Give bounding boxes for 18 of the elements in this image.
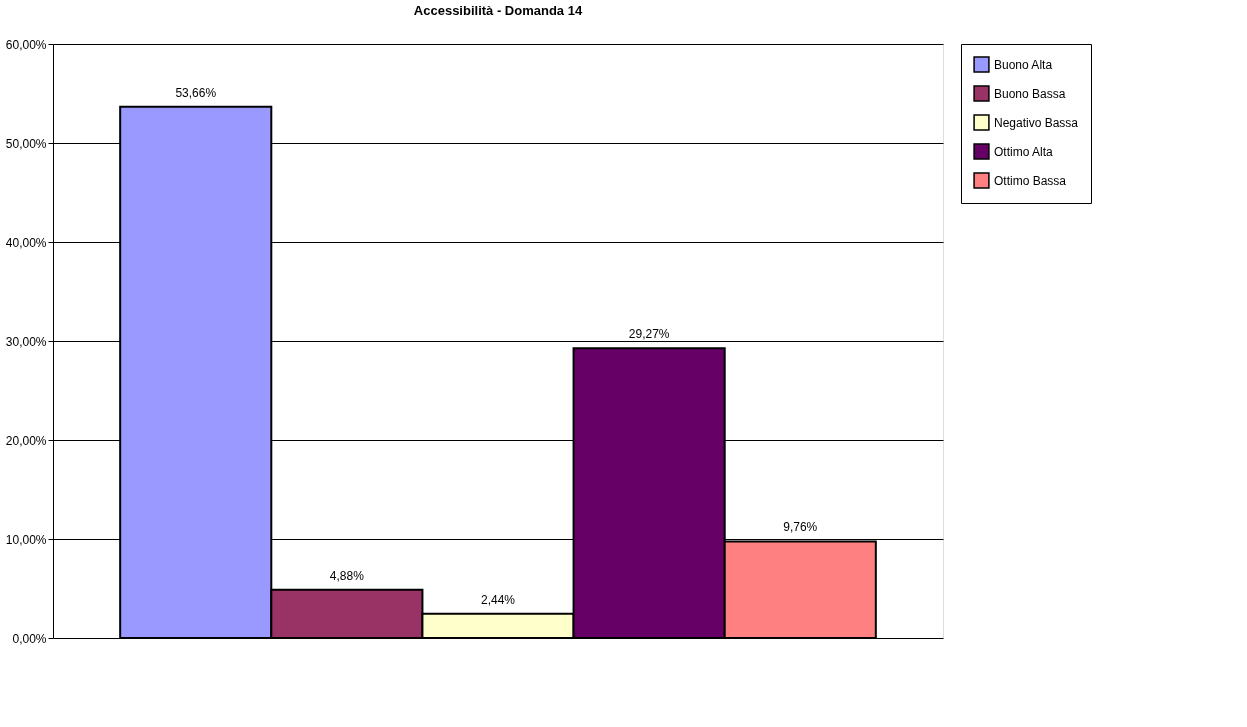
- chart-title: Accessibilità - Domanda 14: [413, 3, 583, 18]
- data-label: 9,76%: [783, 520, 818, 535]
- data-label: 29,27%: [628, 327, 670, 342]
- legend-label: Ottimo Bassa: [994, 173, 1067, 188]
- y-tick-label: 0,00%: [12, 631, 47, 646]
- legend-label: Buono Alta: [994, 57, 1053, 72]
- legend-label: Ottimo Alta: [994, 144, 1054, 159]
- y-tick-label: 20,00%: [5, 433, 47, 448]
- y-tick-label: 30,00%: [5, 334, 47, 349]
- y-tick-label: 60,00%: [5, 37, 47, 52]
- legend-label: Buono Bassa: [994, 86, 1066, 101]
- y-tick-label: 50,00%: [5, 136, 47, 151]
- data-label: 4,88%: [329, 568, 365, 583]
- y-tick-label: 40,00%: [5, 235, 47, 250]
- data-label: 2,44%: [480, 592, 516, 607]
- y-tick-label: 10,00%: [5, 532, 47, 547]
- data-label: 53,66%: [175, 85, 217, 100]
- legend-label: Negativo Bassa: [994, 115, 1079, 130]
